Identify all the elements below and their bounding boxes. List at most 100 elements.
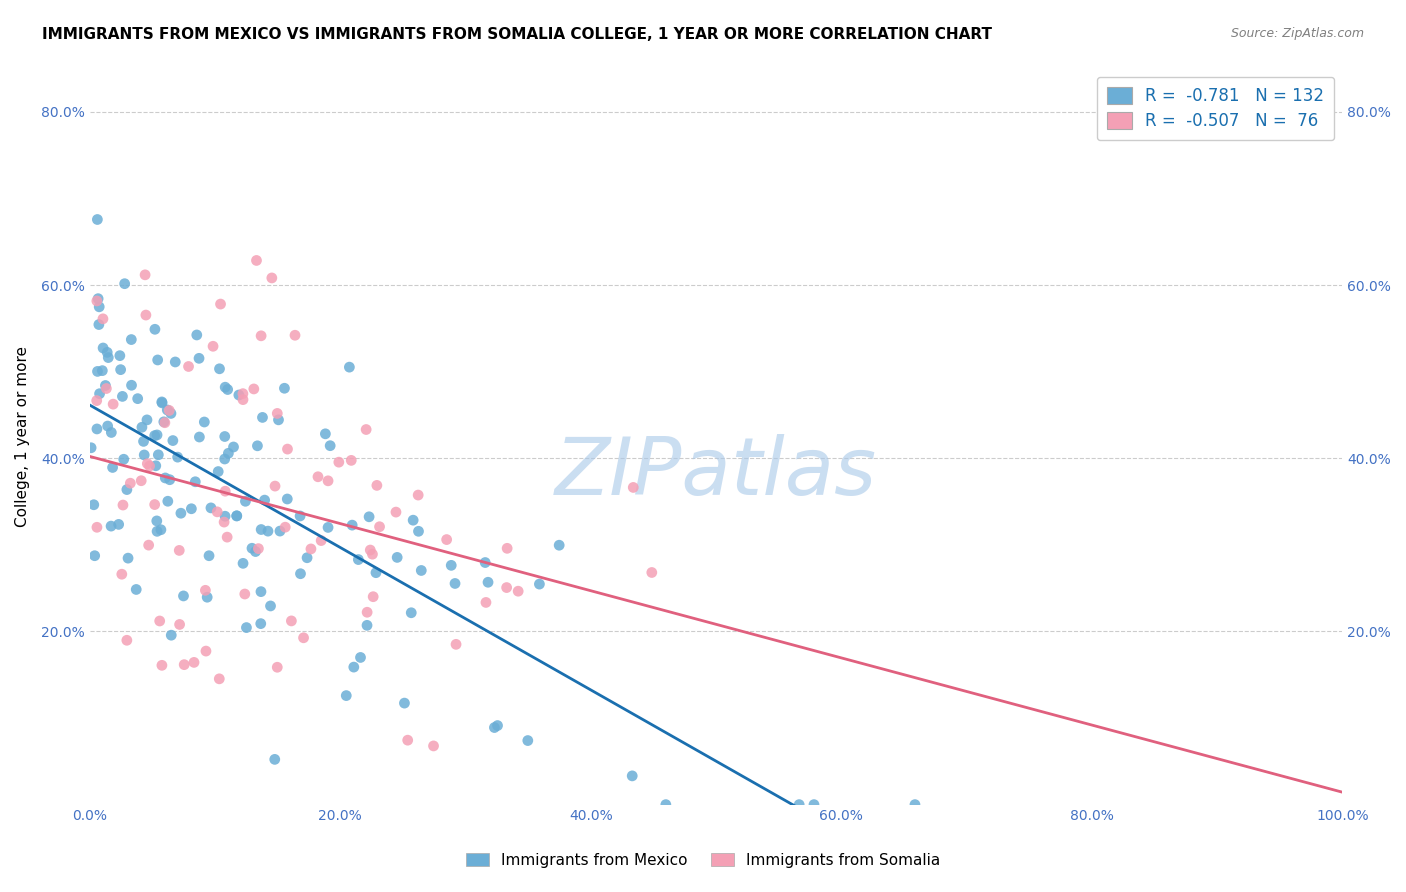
Point	[100, 519, 122, 533]
Point	[110, 362, 132, 376]
Point	[121, 378, 143, 392]
Point	[257, 524, 280, 538]
Point	[335, 689, 357, 703]
Point	[655, 797, 678, 812]
Point	[125, 582, 148, 597]
Point	[80, 441, 103, 455]
Point	[194, 644, 217, 658]
Point	[143, 428, 166, 442]
Point	[138, 458, 160, 473]
Legend: Immigrants from Mexico, Immigrants from Somalia: Immigrants from Mexico, Immigrants from …	[458, 845, 948, 875]
Point	[91, 364, 114, 378]
Point	[143, 322, 166, 336]
Point	[87, 318, 110, 332]
Point	[184, 475, 207, 489]
Point	[343, 660, 366, 674]
Point	[177, 359, 200, 374]
Point	[91, 311, 114, 326]
Point	[214, 429, 236, 443]
Point	[250, 328, 273, 343]
Point	[217, 446, 239, 460]
Point	[117, 551, 139, 566]
Point	[245, 253, 267, 268]
Point	[100, 425, 122, 440]
Point	[89, 300, 111, 314]
Point	[96, 382, 118, 396]
Point	[89, 386, 111, 401]
Point	[86, 212, 108, 227]
Point	[548, 538, 571, 552]
Point	[148, 448, 170, 462]
Point	[228, 388, 250, 402]
Point	[83, 498, 105, 512]
Point	[193, 415, 215, 429]
Point	[328, 455, 350, 469]
Point	[337, 360, 360, 375]
Point	[292, 631, 315, 645]
Point	[264, 479, 287, 493]
Point	[146, 353, 169, 368]
Point	[159, 473, 181, 487]
Point	[195, 591, 218, 605]
Point	[276, 442, 298, 456]
Point	[86, 364, 108, 378]
Point	[486, 718, 509, 732]
Point	[402, 513, 425, 527]
Point	[385, 505, 408, 519]
Point	[276, 491, 298, 506]
Point	[166, 450, 188, 464]
Point	[225, 508, 247, 523]
Point	[153, 416, 176, 430]
Point	[86, 520, 108, 534]
Point	[316, 474, 339, 488]
Point	[149, 523, 172, 537]
Point	[120, 333, 142, 347]
Point	[495, 581, 517, 595]
Point	[131, 420, 153, 434]
Point	[153, 415, 176, 429]
Point	[274, 520, 297, 534]
Point	[266, 406, 288, 420]
Point	[214, 452, 236, 467]
Point	[97, 351, 120, 365]
Point	[156, 494, 179, 508]
Point	[165, 355, 187, 369]
Point	[299, 541, 322, 556]
Point	[253, 493, 276, 508]
Point	[83, 549, 105, 563]
Point	[111, 498, 134, 512]
Point	[364, 566, 387, 580]
Point	[173, 657, 195, 672]
Point	[167, 543, 190, 558]
Point	[205, 505, 228, 519]
Point	[225, 508, 247, 523]
Point	[263, 752, 285, 766]
Point	[347, 552, 370, 566]
Point	[259, 599, 281, 613]
Point	[508, 584, 530, 599]
Point	[86, 293, 108, 308]
Point	[267, 413, 290, 427]
Point	[173, 589, 195, 603]
Point	[208, 672, 231, 686]
Point	[385, 550, 408, 565]
Point	[361, 590, 384, 604]
Point	[406, 488, 429, 502]
Point	[273, 381, 295, 395]
Point	[245, 544, 267, 558]
Point	[157, 403, 180, 417]
Point	[340, 453, 363, 467]
Point	[212, 515, 235, 529]
Point	[170, 506, 193, 520]
Point	[107, 517, 129, 532]
Point	[319, 439, 342, 453]
Point	[243, 382, 266, 396]
Point	[202, 339, 225, 353]
Point	[787, 797, 810, 812]
Point	[145, 458, 167, 473]
Point	[91, 341, 114, 355]
Point	[150, 395, 173, 409]
Point	[198, 549, 221, 563]
Point	[368, 520, 391, 534]
Text: IMMIGRANTS FROM MEXICO VS IMMIGRANTS FROM SOMALIA COLLEGE, 1 YEAR OR MORE CORREL: IMMIGRANTS FROM MEXICO VS IMMIGRANTS FRO…	[42, 27, 993, 42]
